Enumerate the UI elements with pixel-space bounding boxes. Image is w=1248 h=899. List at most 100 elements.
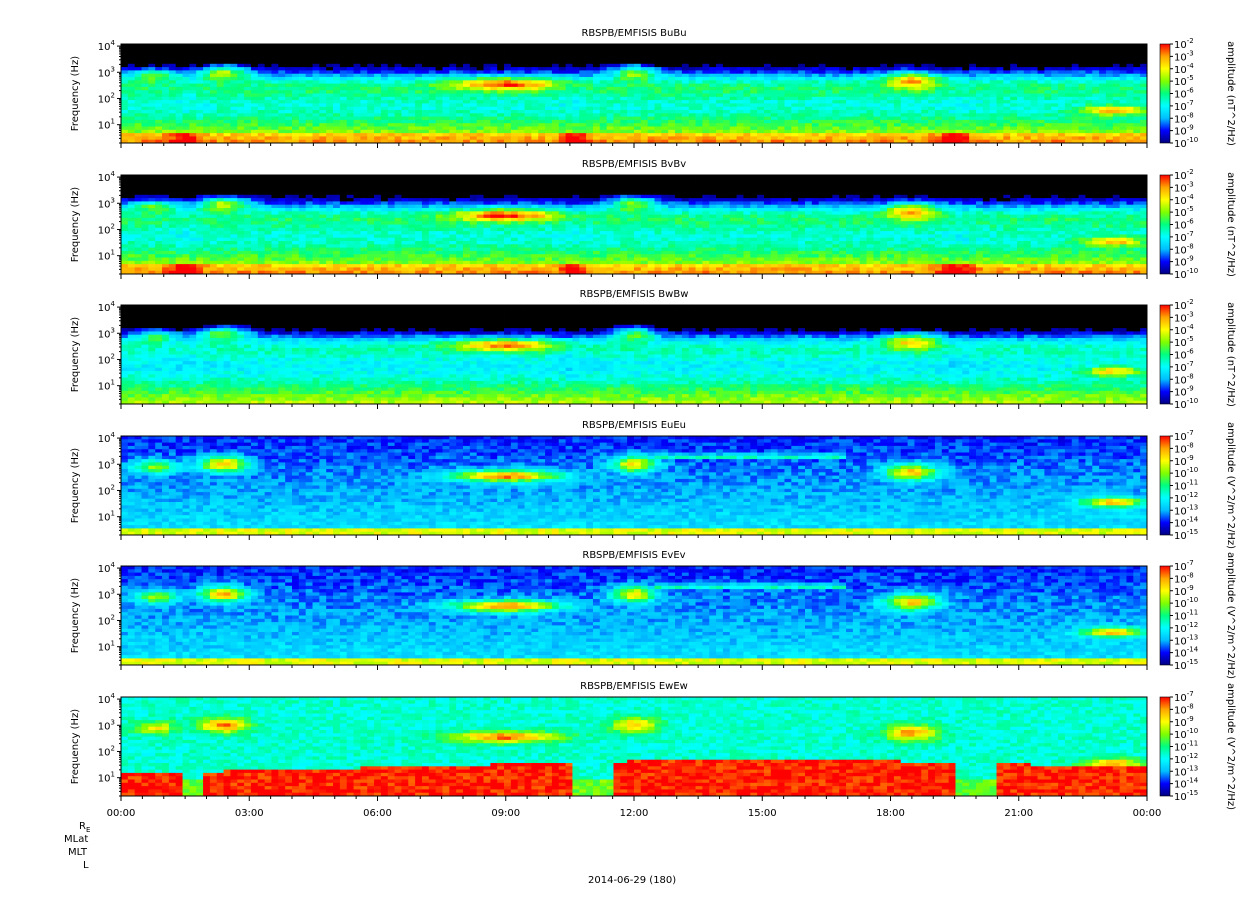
heatmap-cell <box>572 74 579 78</box>
heatmap-cell <box>997 57 1004 61</box>
heatmap-cell <box>627 136 634 140</box>
heatmap-cell <box>203 103 210 107</box>
heatmap-cell <box>525 117 532 121</box>
heatmap-cell <box>860 136 867 140</box>
heatmap-cell <box>326 117 333 121</box>
heatmap-cell <box>566 51 573 55</box>
heatmap-cell <box>709 107 716 111</box>
heatmap-cell <box>559 87 566 91</box>
heatmap-cell <box>716 64 723 68</box>
heatmap-cell <box>176 61 183 65</box>
heatmap-cell <box>319 110 326 114</box>
heatmap-cell <box>750 117 757 121</box>
heatmap-cell <box>880 97 887 101</box>
heatmap-cell <box>176 64 183 68</box>
heatmap-cell <box>189 87 196 91</box>
heatmap-cell <box>1010 67 1017 71</box>
heatmap-cell <box>545 103 552 107</box>
heatmap-cell <box>251 117 258 121</box>
heatmap-cell <box>641 61 648 65</box>
heatmap-cell <box>142 70 149 74</box>
heatmap-cell <box>436 80 443 84</box>
heatmap-cell <box>552 107 559 111</box>
heatmap-cell <box>477 84 484 88</box>
heatmap-cell <box>812 100 819 104</box>
heatmap-cell <box>224 64 231 68</box>
heatmap-cell <box>730 61 737 65</box>
heatmap-cell <box>121 54 128 58</box>
heatmap-cell <box>360 57 367 61</box>
heatmap-cell <box>675 94 682 98</box>
heatmap-cell <box>634 130 641 134</box>
heatmap-cell <box>764 97 771 101</box>
heatmap-cell <box>121 110 128 114</box>
heatmap-cell <box>484 44 491 48</box>
heatmap-cell <box>422 84 429 88</box>
heatmap-cell <box>778 51 785 55</box>
heatmap-cell <box>484 70 491 74</box>
heatmap-cell <box>730 57 737 61</box>
heatmap-cell <box>613 90 620 94</box>
heatmap-cell <box>613 80 620 84</box>
heatmap-cell <box>463 117 470 121</box>
heatmap-cell <box>251 133 258 137</box>
heatmap-cell <box>901 123 908 127</box>
heatmap-cell <box>347 123 354 127</box>
heatmap-cell <box>531 90 538 94</box>
heatmap-cell <box>258 103 265 107</box>
heatmap-cell <box>648 57 655 61</box>
heatmap-cell <box>579 80 586 84</box>
heatmap-cell <box>757 127 764 131</box>
heatmap-cell <box>552 90 559 94</box>
heatmap-cell <box>846 97 853 101</box>
heatmap-cell <box>121 133 128 137</box>
heatmap-cell <box>415 54 422 58</box>
heatmap-cell <box>901 74 908 78</box>
heatmap-cell <box>251 64 258 68</box>
heatmap-cell <box>566 87 573 91</box>
heatmap-cell <box>326 133 333 137</box>
heatmap-cell <box>983 70 990 74</box>
heatmap-cell <box>778 47 785 51</box>
heatmap-cell <box>285 127 292 131</box>
heatmap-cell <box>572 117 579 121</box>
heatmap-cell <box>962 107 969 111</box>
heatmap-cell <box>764 94 771 98</box>
heatmap-cell <box>737 54 744 58</box>
heatmap-cell <box>217 70 224 74</box>
heatmap-cell <box>566 103 573 107</box>
heatmap-cell <box>518 74 525 78</box>
heatmap-cell <box>894 70 901 74</box>
heatmap-cell <box>812 64 819 68</box>
heatmap-cell <box>278 123 285 127</box>
heatmap-cell <box>990 87 997 91</box>
heatmap-cell <box>497 64 504 68</box>
heatmap-cell <box>613 127 620 131</box>
heatmap-cell <box>955 103 962 107</box>
heatmap-cell <box>750 51 757 55</box>
heatmap-cell <box>819 103 826 107</box>
heatmap-cell <box>381 113 388 117</box>
heatmap-cell <box>545 107 552 111</box>
heatmap-cell <box>285 123 292 127</box>
heatmap-cell <box>860 51 867 55</box>
heatmap-cell <box>162 51 169 55</box>
heatmap-cell <box>176 84 183 88</box>
heatmap-cell <box>484 100 491 104</box>
heatmap-cell <box>702 117 709 121</box>
heatmap-cell <box>757 107 764 111</box>
heatmap-cell <box>935 87 942 91</box>
heatmap-cell <box>203 107 210 111</box>
heatmap-cell <box>928 70 935 74</box>
heatmap-cell <box>148 61 155 65</box>
heatmap-cell <box>525 67 532 71</box>
heatmap-cell <box>176 47 183 51</box>
heatmap-cell <box>401 47 408 51</box>
heatmap-cell <box>894 110 901 114</box>
heatmap-cell <box>627 77 634 81</box>
heatmap-cell <box>292 61 299 65</box>
heatmap-cell <box>224 77 231 81</box>
heatmap-cell <box>832 120 839 124</box>
heatmap-cell <box>983 113 990 117</box>
heatmap-cell <box>415 117 422 121</box>
